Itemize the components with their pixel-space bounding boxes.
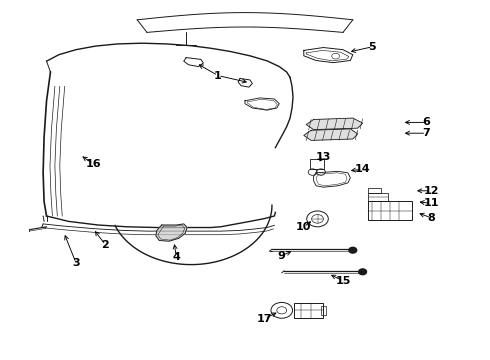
Bar (321, 306, 326, 315)
Text: 10: 10 (296, 222, 312, 232)
Text: 1: 1 (214, 71, 222, 81)
Text: 15: 15 (335, 276, 351, 286)
Polygon shape (304, 129, 358, 140)
Text: 3: 3 (72, 258, 80, 268)
Bar (368, 193, 388, 201)
Bar (368, 188, 381, 193)
Text: 8: 8 (427, 213, 435, 223)
Bar (310, 159, 324, 169)
Circle shape (349, 247, 357, 253)
Text: 11: 11 (423, 198, 439, 208)
Text: 14: 14 (355, 164, 370, 174)
Polygon shape (156, 224, 187, 241)
Text: 7: 7 (422, 128, 430, 138)
Text: 4: 4 (172, 252, 180, 262)
Circle shape (359, 269, 367, 275)
Text: 9: 9 (278, 251, 286, 261)
Text: 6: 6 (422, 117, 430, 127)
Text: 16: 16 (85, 159, 101, 169)
Bar (294, 303, 323, 318)
Text: 5: 5 (368, 42, 376, 52)
Text: 13: 13 (316, 152, 331, 162)
Text: 17: 17 (257, 314, 272, 324)
Bar (368, 201, 412, 220)
Polygon shape (306, 118, 363, 130)
Text: 2: 2 (101, 240, 109, 250)
Text: 12: 12 (423, 186, 439, 196)
